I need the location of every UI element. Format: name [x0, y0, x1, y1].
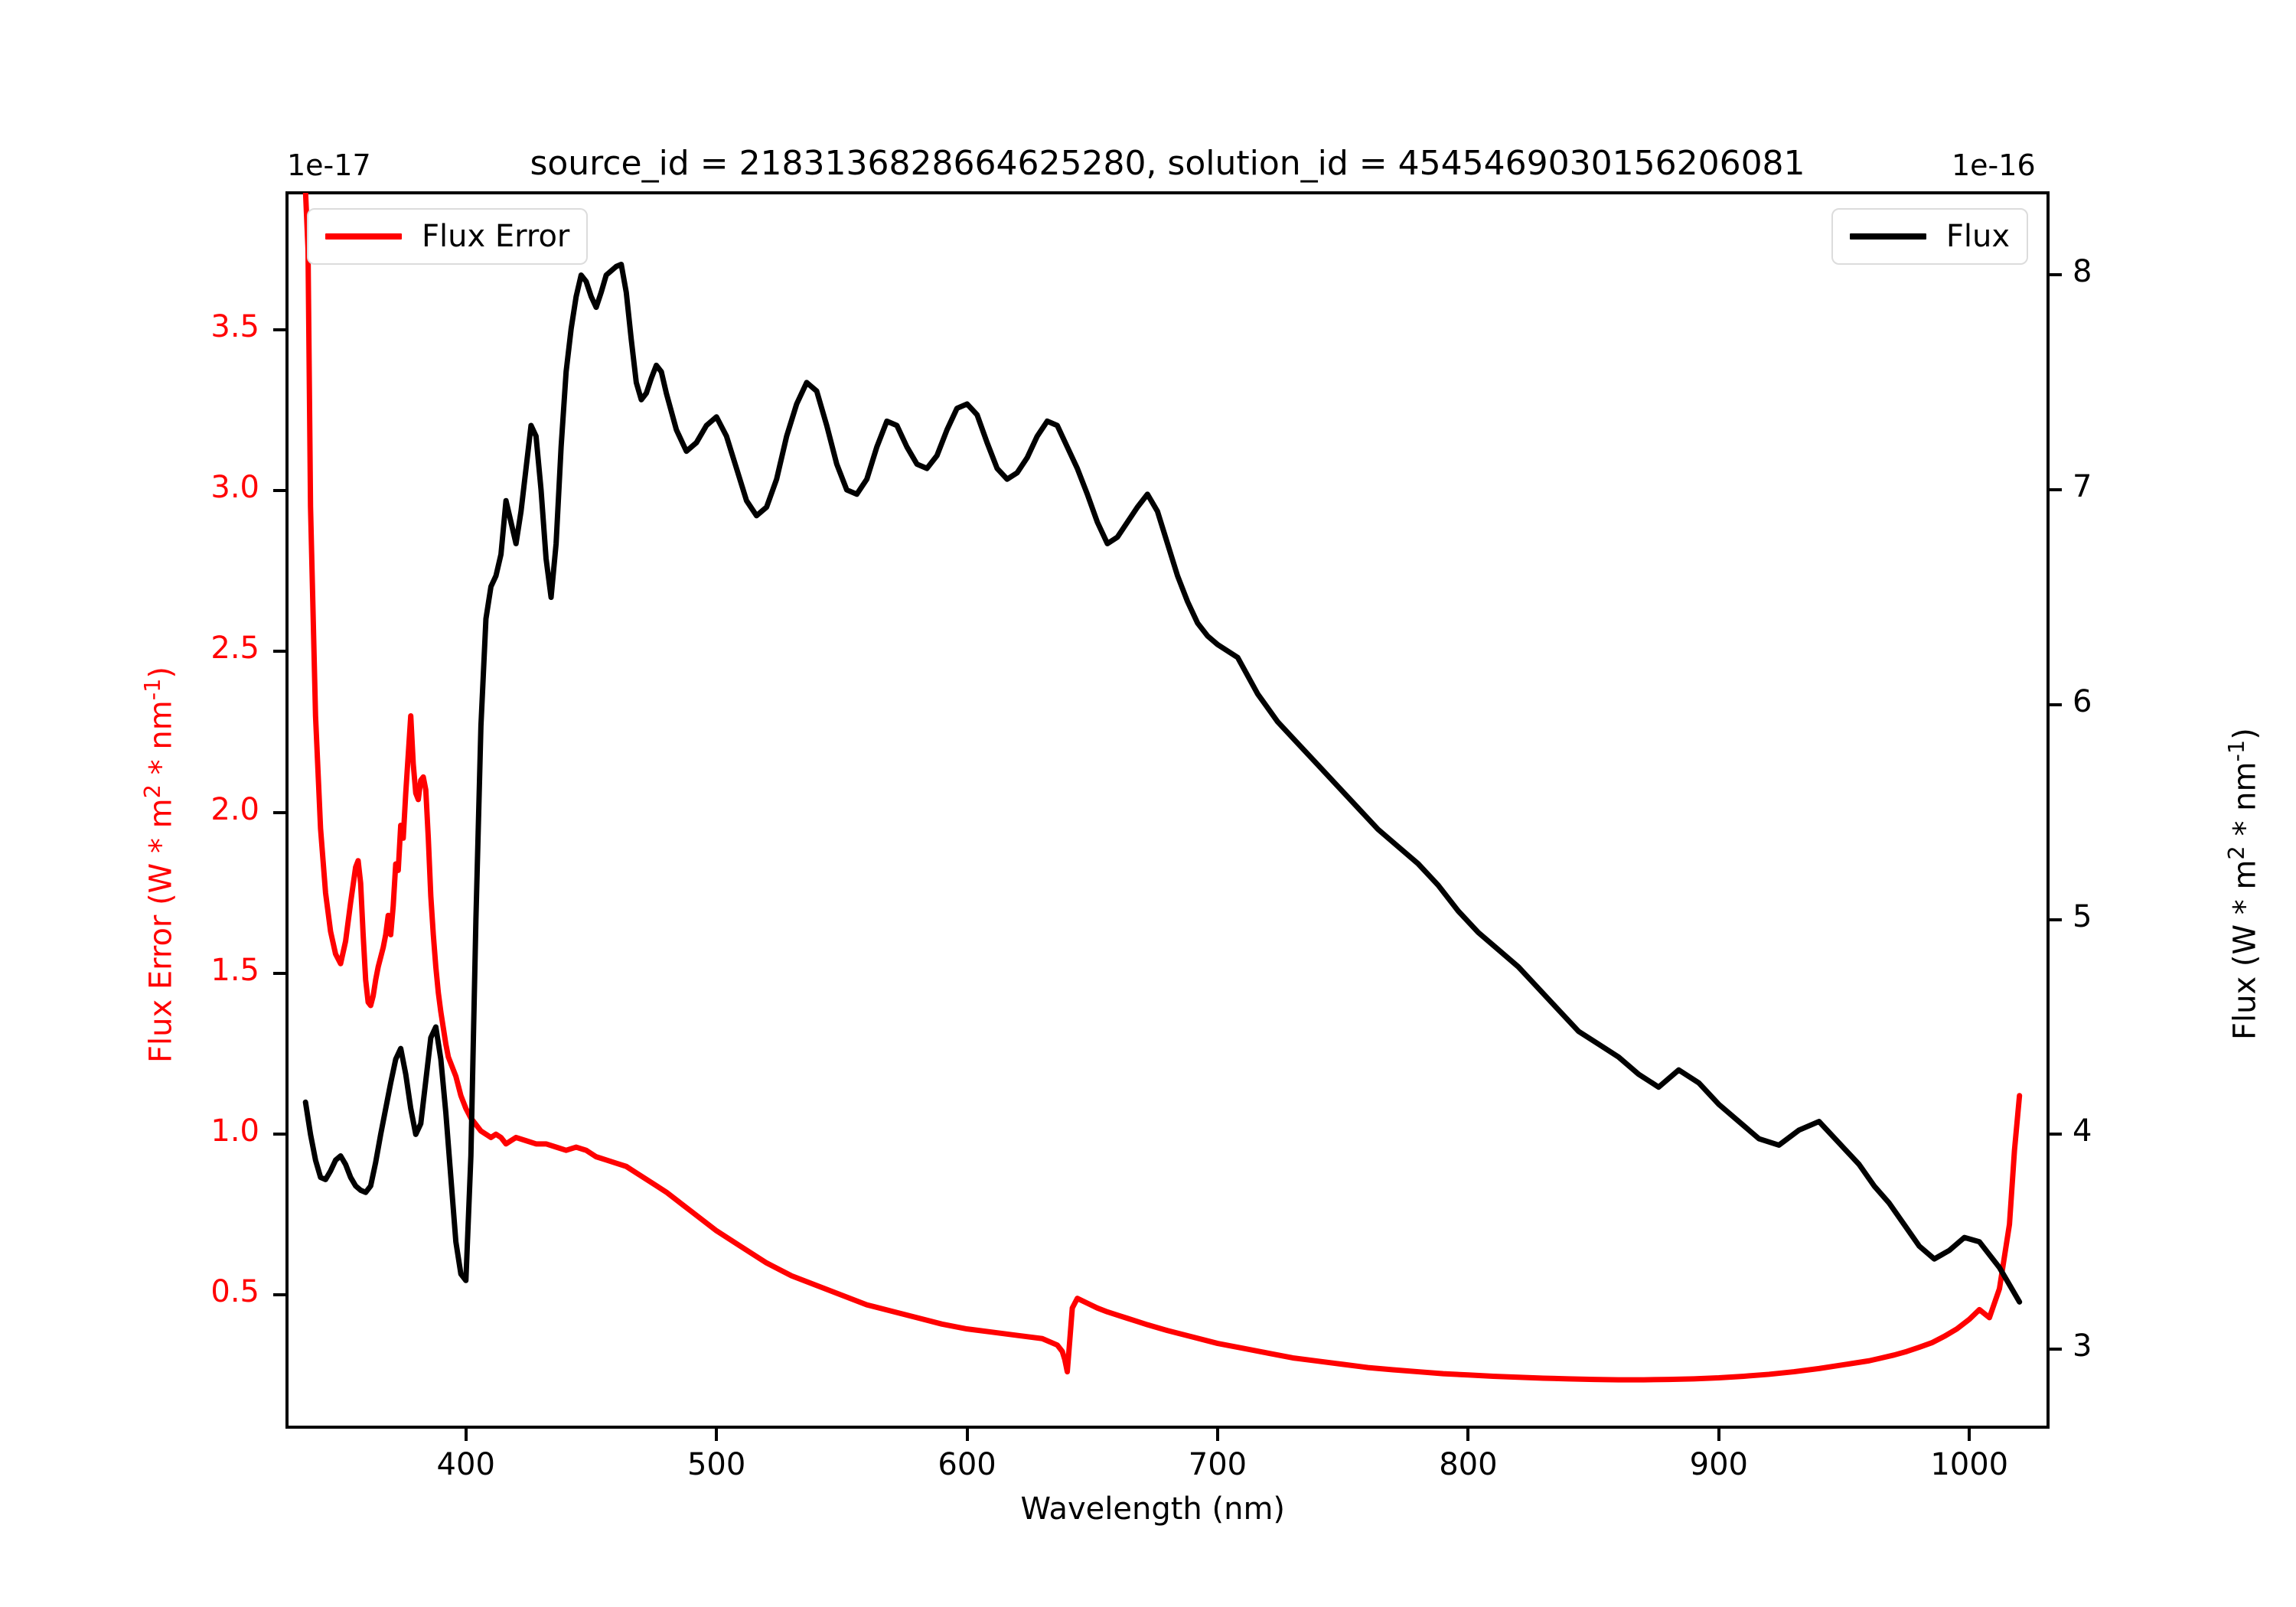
y-left-tick-label: 1.5	[210, 952, 259, 988]
y-left-tick-label: 0.5	[210, 1274, 259, 1310]
x-tick-label: 900	[1689, 1447, 1748, 1482]
x-tick-label: 400	[436, 1447, 495, 1482]
y-right-tick	[2050, 1348, 2062, 1351]
y-right-tick-label: 8	[2073, 254, 2092, 290]
x-tick	[715, 1429, 719, 1441]
plot-area	[285, 191, 2050, 1429]
y-right-tick-label: 6	[2073, 683, 2092, 719]
y-left-tick	[273, 328, 285, 331]
flux-curve	[302, 261, 2023, 1305]
y-right-tick-label: 5	[2073, 898, 2092, 934]
page-title: source_id = 2183136828664625280, solutio…	[530, 144, 1805, 183]
x-tick	[965, 1429, 969, 1441]
y-left-tick-label: 3.0	[210, 470, 259, 506]
legend-swatch-flux	[1849, 233, 1926, 240]
y-left-tick	[273, 489, 285, 493]
y-left-tick-label: 2.0	[210, 791, 259, 827]
x-tick	[1968, 1429, 1971, 1441]
y-right-tick	[2050, 702, 2062, 706]
legend-swatch-flux-error	[325, 233, 402, 240]
x-tick-label: 500	[687, 1447, 746, 1482]
y-right-tick-label: 4	[2073, 1113, 2092, 1149]
legend-flux-error[interactable]: Flux Error	[307, 208, 589, 265]
y-right-tick	[2050, 918, 2062, 921]
x-tick-label: 1000	[1930, 1447, 2009, 1482]
y-left-tick	[273, 1293, 285, 1297]
x-tick	[1717, 1429, 1720, 1441]
x-axis-title: Wavelength (nm)	[1020, 1491, 1286, 1527]
left-axis-offset-label: 1e-17	[287, 148, 371, 182]
y-left-tick-label: 1.0	[210, 1113, 259, 1149]
flux-error-curve	[302, 193, 2023, 1383]
x-tick-label: 600	[938, 1447, 996, 1482]
x-tick-label: 700	[1188, 1447, 1247, 1482]
y-right-tick	[2050, 488, 2062, 492]
y-left-tick-label: 2.5	[210, 631, 259, 667]
y-right-tick-label: 7	[2073, 469, 2092, 505]
y-left-tick-label: 3.5	[210, 308, 259, 344]
y-left-tick	[273, 810, 285, 814]
legend-label-flux: Flux	[1945, 219, 2010, 254]
x-tick	[464, 1429, 468, 1441]
y-right-tick	[2050, 1133, 2062, 1136]
right-axis-offset-label: 1e-16	[1952, 148, 2036, 182]
y-left-tick	[273, 971, 285, 975]
y-left-tick	[273, 650, 285, 654]
y-right-tick	[2050, 273, 2062, 277]
y-right-tick-label: 3	[2073, 1328, 2092, 1364]
x-tick-label: 800	[1439, 1447, 1498, 1482]
legend-label-flux-error: Flux Error	[422, 219, 570, 254]
x-tick	[1215, 1429, 1219, 1441]
legend-flux[interactable]: Flux	[1831, 208, 2028, 265]
x-tick	[1466, 1429, 1470, 1441]
y-left-tick	[273, 1133, 285, 1136]
